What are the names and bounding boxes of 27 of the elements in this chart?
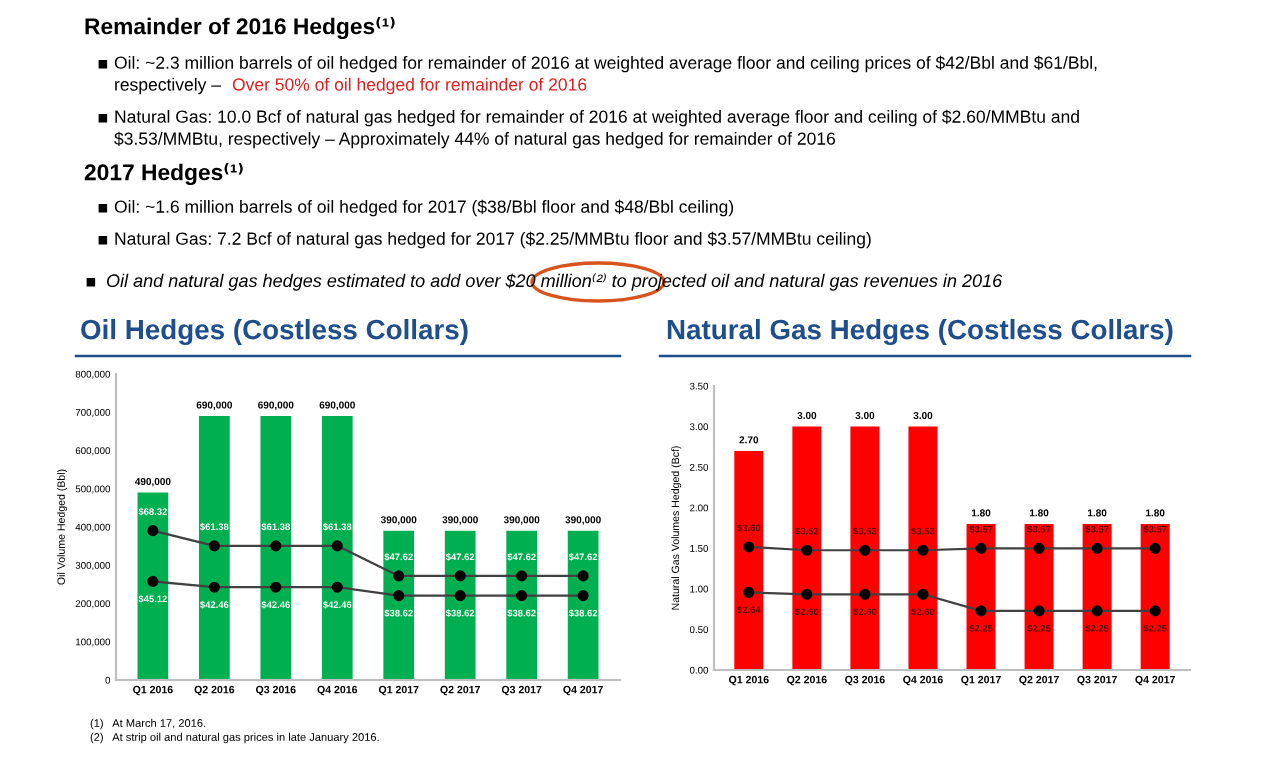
text: 2017 Hedges⁽¹⁾ — [84, 163, 243, 185]
bar — [908, 426, 938, 670]
text: Remainder of 2016 Hedges⁽¹⁾ — [85, 17, 395, 39]
chart-title: Oil Hedges (Costless Collars) — [81, 318, 468, 346]
bar — [567, 530, 599, 680]
bar — [506, 530, 538, 680]
text: Over 50% of oil hedged for remainder of 2016 — [232, 77, 587, 95]
bar — [260, 416, 292, 680]
bar — [137, 492, 169, 680]
bar — [966, 523, 996, 670]
bar — [444, 530, 476, 680]
bar — [1082, 523, 1112, 670]
bar — [321, 416, 353, 680]
bar — [734, 450, 764, 670]
bar — [850, 426, 880, 670]
text: respectively – — [115, 77, 221, 95]
text: Natural Gas: 10.0 Bcf of natural gas hedged for remainder of 2016 at weighted average floor and ceiling of $2.60/MMBtu and — [115, 109, 1079, 127]
text: $3.53/MMBtu, respectively – Approximately 44% of natural gas hedged for remainder of 2016 — [114, 131, 836, 149]
text: Oil: ~1.6 million barrels of oil hedged for 2017 ($38/Bbl floor and $48/Bbl ceiling) — [114, 199, 734, 217]
text: Oil: ~2.3 million barrels of oil hedged for remainder of 2016 at weighted average floor and ceiling prices of $42/Bbl and $61/Bbl, — [114, 55, 1097, 73]
bar — [1140, 523, 1170, 670]
bar — [792, 426, 822, 670]
bar — [1024, 523, 1054, 670]
text: Natural Gas: 7.2 Bcf of natural gas hedged for 2017 ($2.25/MMBtu floor and $3.57/MMBtu ceiling) — [115, 231, 871, 249]
chart-title: Natural Gas Hedges (Costless Collars) — [667, 318, 1173, 346]
bar — [198, 416, 230, 680]
bar — [383, 530, 415, 680]
